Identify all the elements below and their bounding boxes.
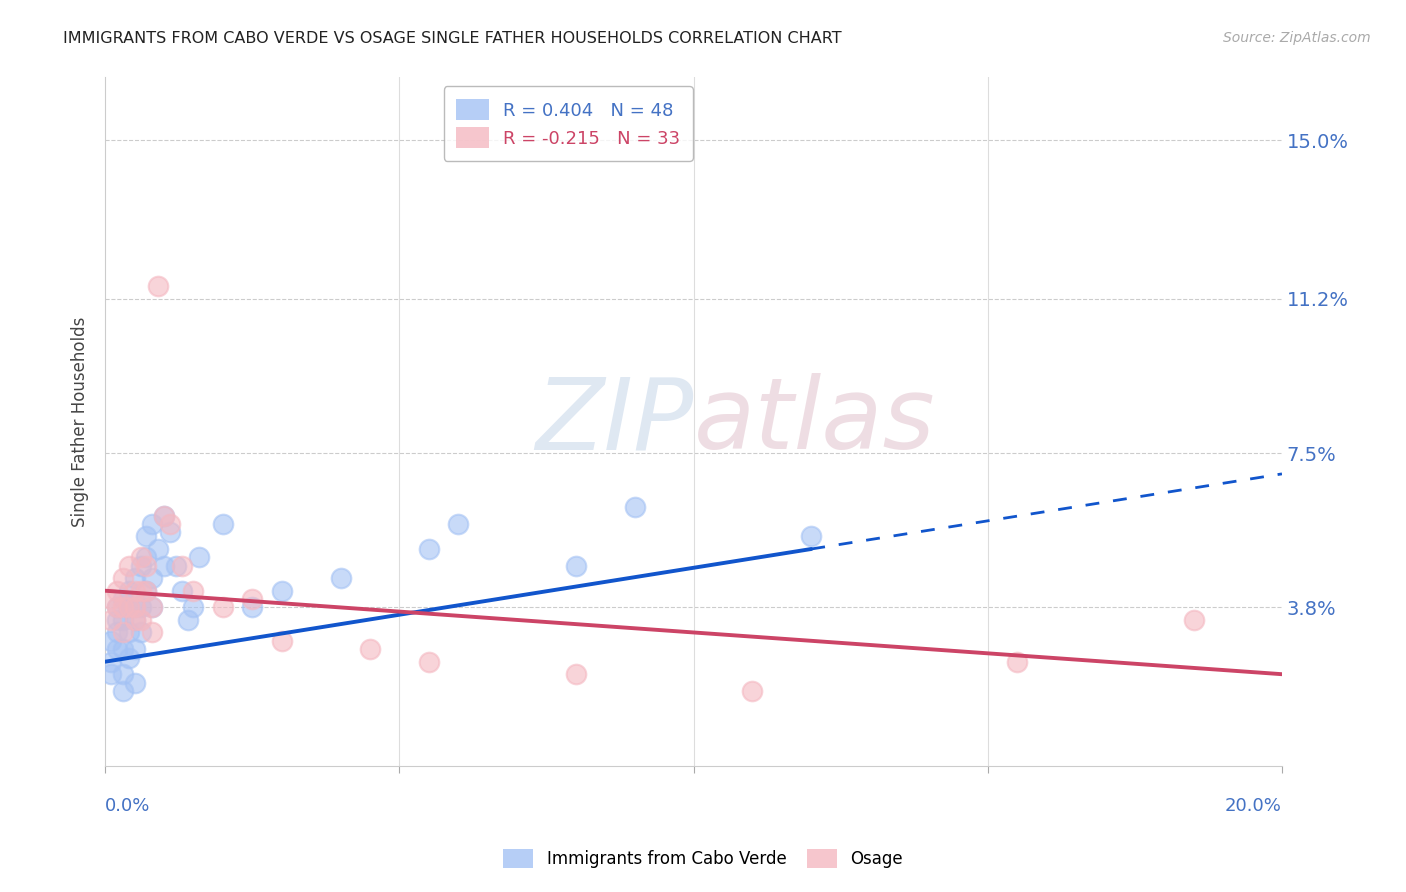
Point [124,600,146,615]
Point [623,500,645,515]
Point [129,558,152,573]
Point [105,600,128,615]
Point [129,625,152,640]
Point [146,279,169,293]
Point [418,541,440,556]
Point [124,613,146,627]
Point [212,600,235,615]
Text: 0.0%: 0.0% [105,797,150,814]
Text: Source: ZipAtlas.com: Source: ZipAtlas.com [1223,31,1371,45]
Point [141,571,163,585]
Point [111,667,134,681]
Point [129,613,152,627]
Point [111,613,134,627]
Point [212,516,235,531]
Text: 20.0%: 20.0% [1225,797,1282,814]
Point [170,558,193,573]
Point [153,508,176,523]
Point [176,613,198,627]
Point [329,571,352,585]
Point [1182,613,1205,627]
Point [188,550,211,565]
Point [141,625,163,640]
Point [100,592,122,607]
Point [270,633,292,648]
Text: atlas: atlas [693,373,935,470]
Point [105,625,128,640]
Point [240,592,263,607]
Point [800,529,823,543]
Point [1005,655,1028,669]
Point [118,583,141,598]
Point [129,550,152,565]
Point [565,667,588,681]
Point [105,642,128,657]
Point [565,558,588,573]
Point [135,583,157,598]
Point [124,675,146,690]
Y-axis label: Single Father Households: Single Father Households [72,317,89,527]
Text: ZIP: ZIP [536,373,693,470]
Point [159,516,181,531]
Point [111,592,134,607]
Point [135,583,157,598]
Point [418,655,440,669]
Point [105,613,128,627]
Point [100,633,122,648]
Point [270,583,292,598]
Point [100,655,122,669]
Point [118,558,141,573]
Legend: R = 0.404   N = 48, R = -0.215   N = 33: R = 0.404 N = 48, R = -0.215 N = 33 [444,87,693,161]
Point [118,600,141,615]
Point [165,558,187,573]
Point [111,571,134,585]
Point [153,558,176,573]
Point [111,625,134,640]
Point [183,583,205,598]
Point [135,550,157,565]
Point [124,600,146,615]
Point [141,600,163,615]
Point [105,583,128,598]
Point [741,684,763,698]
Point [240,600,263,615]
Point [153,508,176,523]
Point [105,600,128,615]
Text: IMMIGRANTS FROM CABO VERDE VS OSAGE SINGLE FATHER HOUSEHOLDS CORRELATION CHART: IMMIGRANTS FROM CABO VERDE VS OSAGE SING… [63,31,842,46]
Point [100,667,122,681]
Point [124,613,146,627]
Point [135,558,157,573]
Point [141,600,163,615]
Point [111,684,134,698]
Point [118,600,141,615]
Point [135,529,157,543]
Point [146,541,169,556]
Point [124,583,146,598]
Point [118,625,141,640]
Point [447,516,470,531]
Point [129,583,152,598]
Point [118,650,141,665]
Point [141,516,163,531]
Point [100,613,122,627]
Point [124,571,146,585]
Legend: Immigrants from Cabo Verde, Osage: Immigrants from Cabo Verde, Osage [496,842,910,875]
Point [183,600,205,615]
Point [111,600,134,615]
Point [129,600,152,615]
Point [159,525,181,540]
Point [124,642,146,657]
Point [359,642,381,657]
Point [111,642,134,657]
Point [170,583,193,598]
